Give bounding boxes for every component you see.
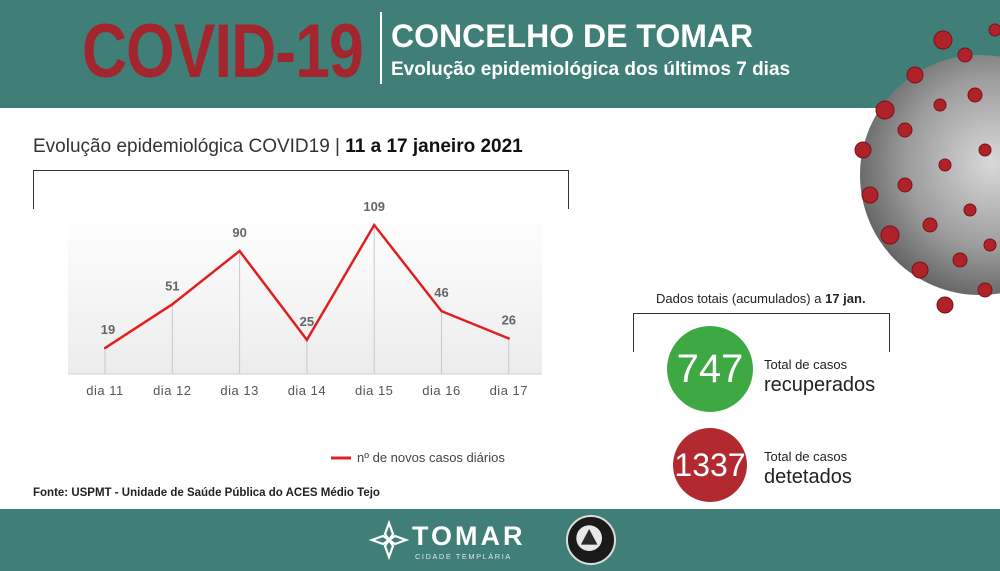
- data-point: [373, 223, 376, 227]
- totals-label-prefix: Dados totais (acumulados) a: [656, 291, 826, 306]
- data-label: 25: [300, 314, 314, 329]
- covid-title: COVID-19: [82, 9, 364, 94]
- municipality-title: CONCELHO DE TOMAR: [391, 18, 754, 54]
- x-tick-label: dia 17: [490, 383, 528, 398]
- header-bar: COVID-19 CONCELHO DE TOMAR Evolução epid…: [0, 0, 1000, 108]
- totals-label: Dados totais (acumulados) a 17 jan.: [656, 291, 866, 306]
- chart-heading: Evolução epidemiológica COVID19 | 11 a 1…: [33, 136, 523, 158]
- tomar-logo-text: TOMAR: [412, 521, 526, 551]
- detected-big-label: detetados: [764, 466, 852, 488]
- chart-bracket: [33, 170, 569, 209]
- civil-protection-emblem-icon: [566, 515, 616, 565]
- x-tick-label: dia 16: [422, 383, 460, 398]
- recovered-big-label: recuperados: [764, 374, 876, 396]
- data-point: [103, 346, 107, 350]
- data-point: [507, 337, 510, 340]
- source-note: Fonte: USPMT - Unidade de Saúde Pública …: [33, 487, 380, 499]
- x-tick-label: dia 15: [355, 383, 393, 398]
- x-tick-label: dia 12: [153, 383, 191, 398]
- data-label: 90: [232, 225, 246, 240]
- data-point: [171, 303, 174, 306]
- x-tick-label: dia 11: [86, 383, 123, 398]
- detected-count-badge: 1337: [673, 428, 747, 502]
- data-point: [440, 309, 443, 313]
- totals-label-date: 17 jan.: [825, 291, 866, 306]
- data-point: [238, 249, 241, 253]
- chart-heading-prefix: Evolução epidemiológica COVID19 |: [33, 136, 346, 157]
- data-label: 51: [165, 278, 179, 293]
- tomar-logo-subtitle: CIDADE TEMPLÁRIA: [415, 552, 512, 561]
- data-label: 46: [434, 285, 448, 300]
- tomar-cross-icon: [369, 520, 409, 560]
- data-label: 26: [502, 312, 516, 327]
- x-tick-label: dia 14: [288, 383, 326, 398]
- chart-heading-period: 11 a 17 janeiro 2021: [345, 136, 523, 157]
- header-divider: [380, 12, 382, 84]
- recovered-count-badge: 747: [667, 326, 753, 412]
- x-tick-label: dia 13: [220, 383, 258, 398]
- totals-bracket: [633, 313, 890, 352]
- coronavirus-image: [854, 23, 1000, 314]
- header-subtitle: Evolução epidemiológica dos últimos 7 di…: [391, 59, 791, 80]
- legend-label: nº de novos casos diários: [357, 450, 505, 465]
- recovered-small-label: Total de casos: [764, 357, 848, 372]
- data-label: 109: [363, 199, 385, 214]
- detected-small-label: Total de casos: [764, 449, 848, 464]
- data-label: 19: [101, 322, 115, 337]
- footer-bar: [0, 509, 1000, 571]
- plot-area: [68, 210, 542, 374]
- data-point: [305, 338, 309, 342]
